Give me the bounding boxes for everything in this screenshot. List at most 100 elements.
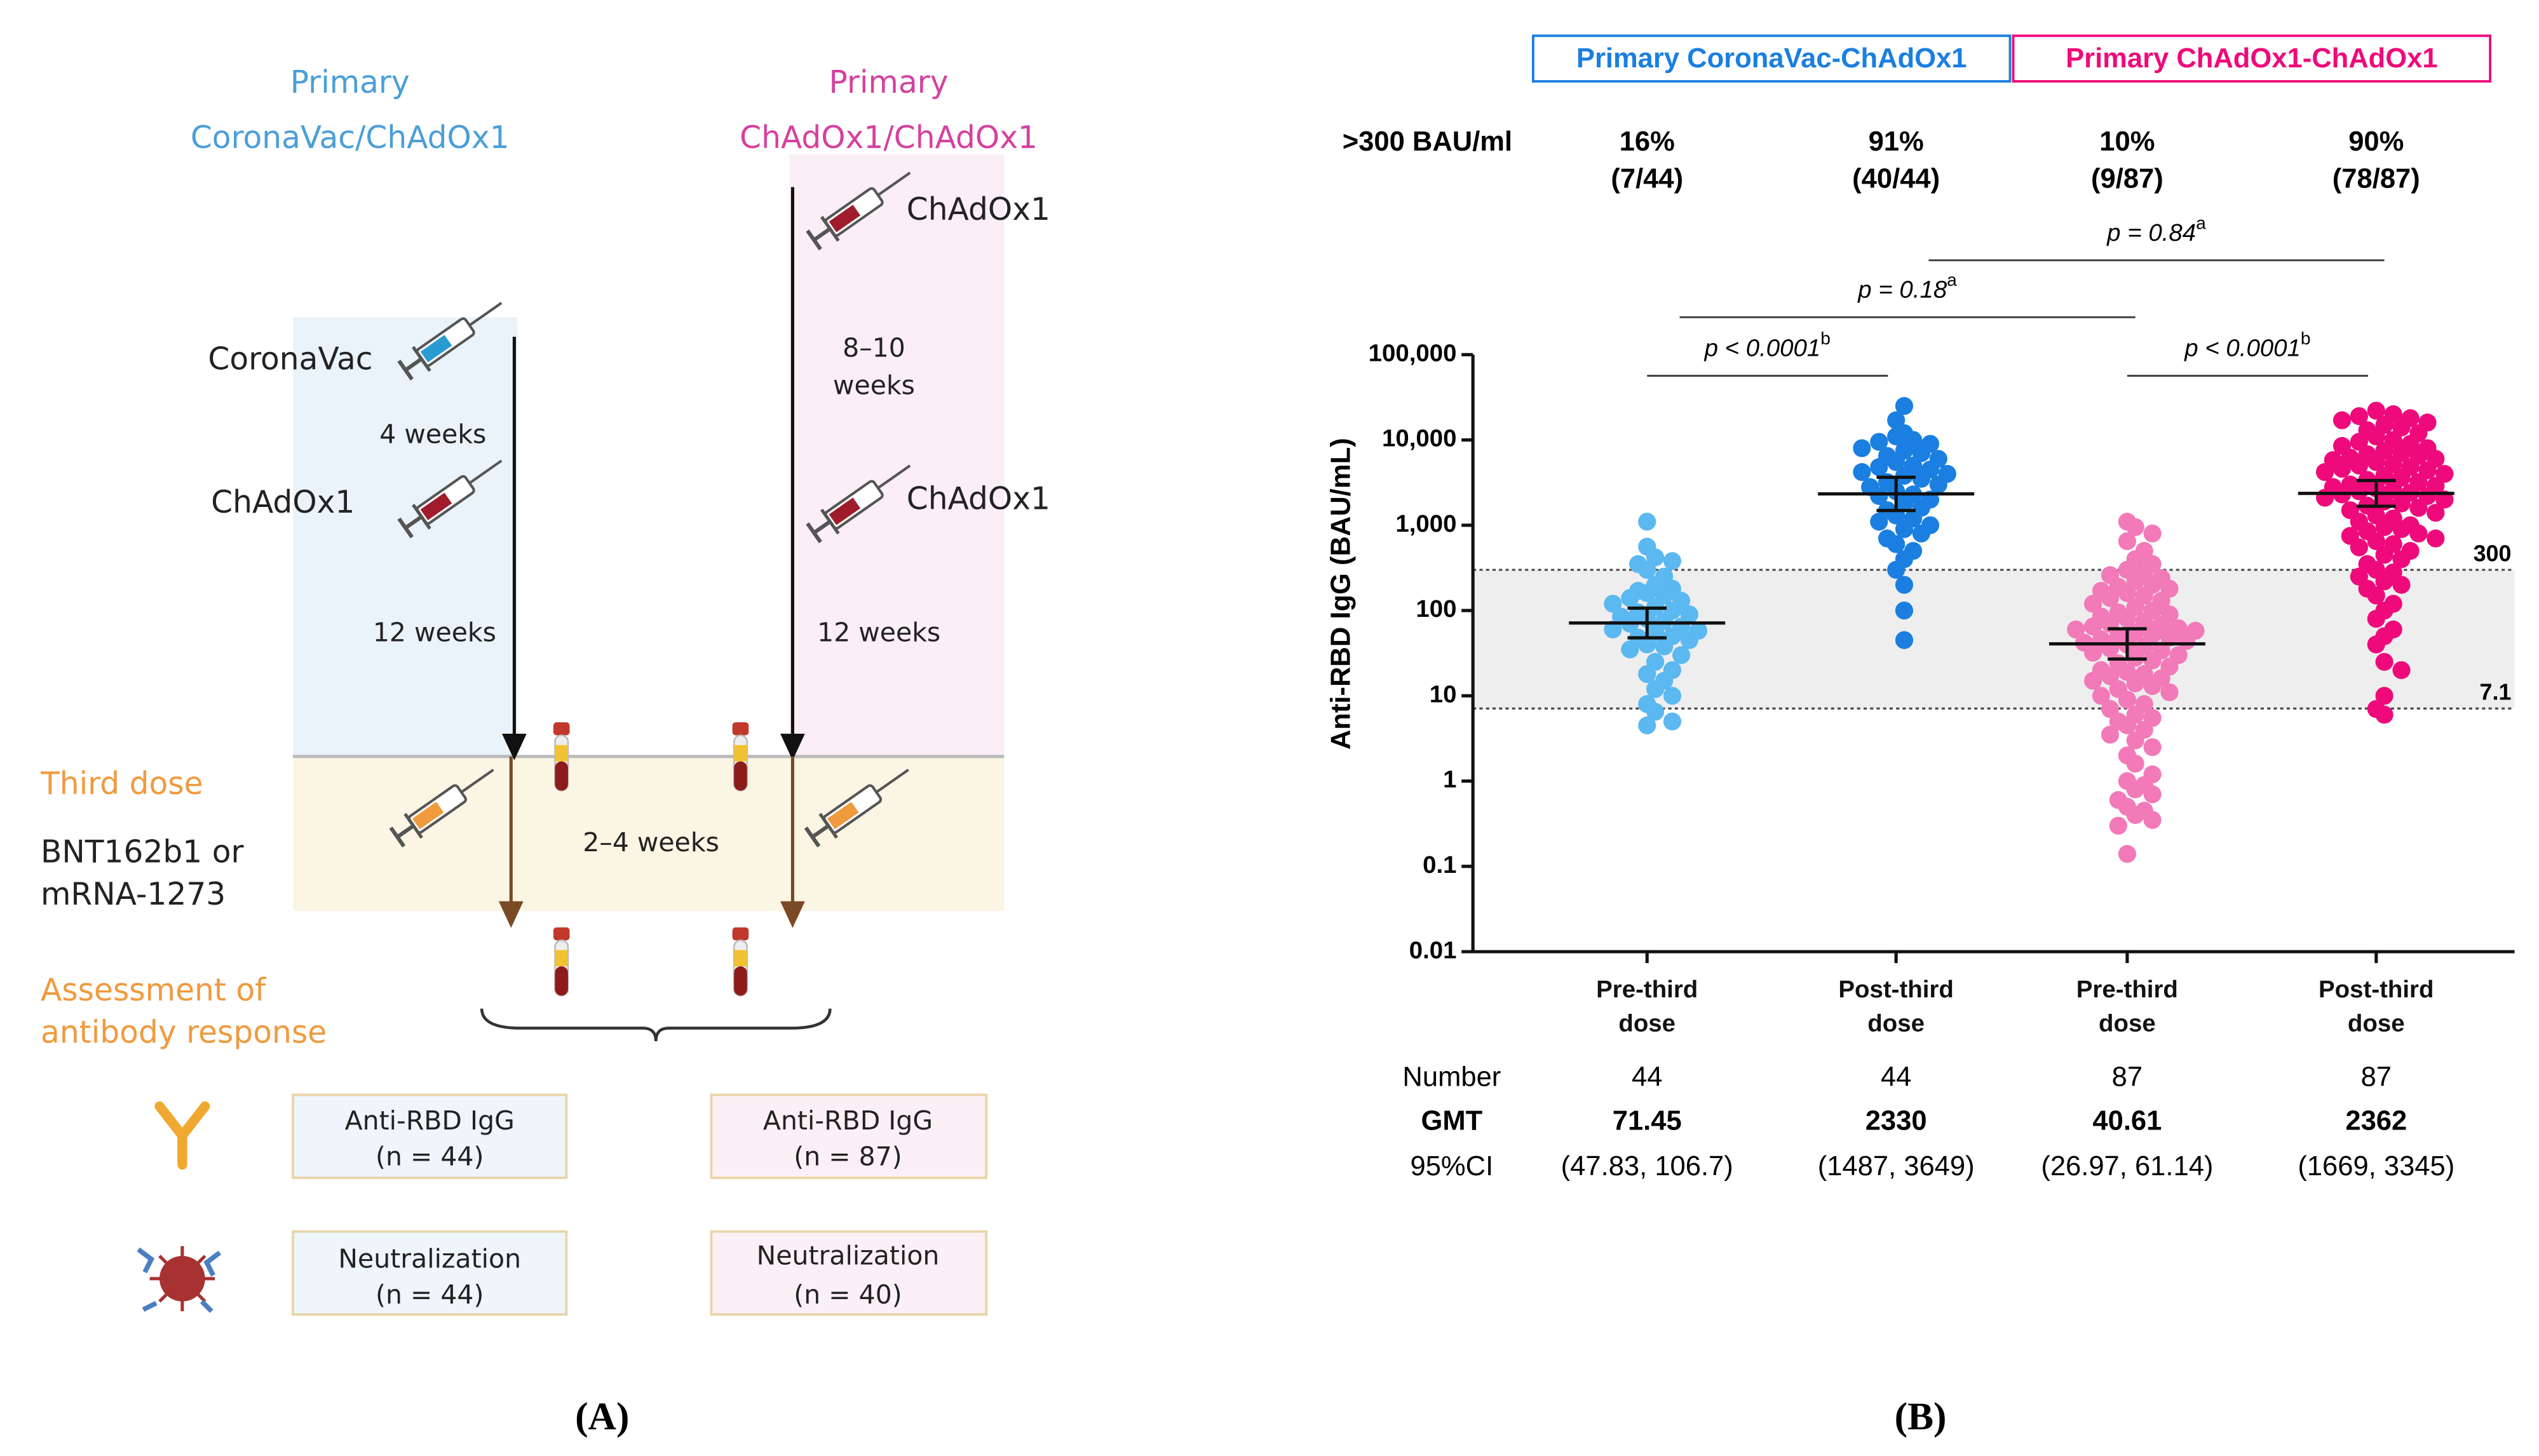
p-value-sup: a	[1947, 269, 1957, 290]
ci-value: (1487, 3649)	[1818, 1151, 1975, 1182]
y-tick-label: 10	[1430, 680, 1457, 708]
threshold-percent: 10%	[2099, 126, 2155, 157]
data-point	[2375, 652, 2393, 671]
data-point	[1912, 469, 1930, 488]
data-point	[2367, 609, 2385, 628]
x-tick-label: Pre-third dose	[1596, 976, 1698, 1038]
p-value-sup: b	[1820, 328, 1831, 349]
interval-label: 8–10	[843, 333, 905, 363]
data-point	[1663, 552, 1682, 570]
data-point	[2067, 620, 2085, 638]
data-point	[1621, 640, 1639, 659]
result-boxes	[292, 1093, 988, 1316]
data-point	[2409, 524, 2428, 543]
data-point	[2367, 635, 2385, 654]
p-value-sup: a	[2196, 213, 2206, 233]
data-point	[1638, 635, 1656, 654]
data-point	[2126, 674, 2144, 692]
data-point	[2143, 677, 2162, 696]
interval-label: weeks	[833, 370, 915, 400]
y-axis-label: Anti-RBD IgG (BAU/mL)	[1326, 438, 1357, 750]
row-label: GMT	[1421, 1106, 1482, 1136]
pink-region	[789, 154, 1005, 757]
gmt-value: 2330	[1865, 1106, 1927, 1136]
data-point	[2092, 687, 2110, 705]
virus-icon	[137, 1246, 222, 1313]
data-point	[2160, 628, 2179, 647]
p-value-text: p = 0.84	[2106, 219, 2196, 246]
data-point	[2084, 617, 2102, 636]
box-label: Anti-RBD IgG	[763, 1105, 933, 1136]
data-point	[2427, 504, 2445, 522]
box-label: (n = 44)	[376, 1141, 484, 1171]
interval-label: 12 weeks	[817, 617, 940, 648]
box-label: (n = 40)	[794, 1279, 902, 1310]
data-point	[2375, 546, 2393, 564]
data-point	[2350, 482, 2368, 501]
data-point	[1870, 433, 1888, 451]
n-value: 44	[1632, 1062, 1662, 1092]
data-point	[2084, 595, 2102, 613]
y-tick-label: 10,000	[1382, 425, 1456, 452]
threshold-percent: 90%	[2348, 126, 2404, 157]
data-point	[2126, 780, 2144, 799]
p-value-text: p < 0.0001	[1704, 335, 1821, 362]
data-point	[1870, 487, 1888, 505]
data-point	[1887, 411, 1906, 429]
gmt-value: 2362	[2345, 1106, 2407, 1136]
data-point	[2375, 706, 2393, 724]
antibody-icon	[154, 1101, 210, 1170]
n-value: 44	[1881, 1062, 1911, 1092]
threshold-fraction: (9/87)	[2091, 164, 2163, 194]
data-point	[2435, 490, 2454, 509]
data-point	[2409, 499, 2428, 517]
data-point	[1604, 620, 1622, 638]
data-point	[2392, 550, 2411, 569]
blood-tube	[731, 722, 750, 792]
data-point	[2350, 407, 2368, 426]
data-point	[1672, 646, 1691, 664]
data-point	[2126, 755, 2144, 773]
threshold-fraction: (7/44)	[1611, 164, 1683, 194]
interval-label: 2–4 weeks	[583, 827, 719, 858]
data-point	[1680, 631, 1698, 649]
data-point	[2375, 572, 2393, 591]
data-point	[2350, 538, 2368, 556]
right-title: ChAdOx1/ChAdOx1	[740, 120, 1038, 156]
data-point	[2126, 518, 2144, 536]
data-point	[1895, 631, 1914, 649]
data-point	[2332, 459, 2352, 478]
assessment-label: antibody response	[41, 1015, 327, 1051]
data-point	[2316, 489, 2334, 507]
data-point	[2143, 738, 2162, 757]
box-label: Neutralization	[338, 1244, 521, 1274]
data-point	[2392, 576, 2411, 594]
arrows	[502, 187, 805, 760]
data-point	[2101, 667, 2120, 685]
data-point	[1870, 513, 1888, 531]
data-point	[2143, 651, 2162, 670]
data-point	[2332, 411, 2352, 429]
interval-label: 12 weeks	[373, 617, 496, 648]
assessment-label: Assessment of	[41, 973, 267, 1008]
y-tick-label: 100	[1416, 595, 1456, 623]
data-point	[2160, 683, 2179, 701]
right-title: Primary	[829, 65, 949, 100]
data-point	[1646, 703, 1665, 721]
data-point	[2367, 453, 2385, 471]
data-point	[2367, 401, 2385, 420]
data-point	[1663, 687, 1682, 705]
data-point	[2118, 532, 2136, 551]
gmt-value: 40.61	[2092, 1106, 2162, 1136]
group-box	[2012, 34, 2492, 83]
data-point	[2367, 427, 2385, 446]
brown-arrows	[498, 756, 805, 928]
data-point	[1929, 475, 1947, 494]
data-point	[1895, 397, 1914, 415]
data-point	[2118, 845, 2136, 863]
panel-label: (A)	[575, 1395, 629, 1438]
panel-a: Primary CoronaVac/ChAdOx1 Primary ChAdOx…	[40, 65, 1050, 1316]
data-point	[2427, 529, 2445, 548]
ci-value: (1669, 3345)	[2298, 1151, 2454, 1182]
